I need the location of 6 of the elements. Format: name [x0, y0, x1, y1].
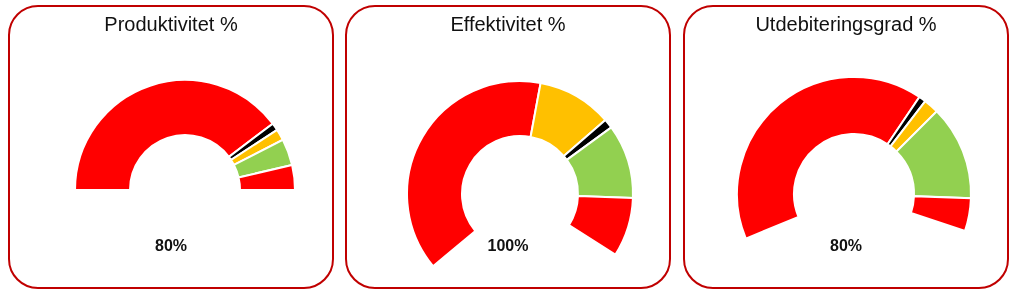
text: 80%: [829, 237, 863, 255]
chart-title: Produktivitet %: [103, 13, 239, 36]
text: 100%: [486, 237, 530, 255]
chart-title: Effektivitet %: [449, 13, 567, 36]
text: 80%: [154, 237, 188, 255]
chart-title: Utdebiteringsgrad %: [754, 13, 938, 36]
